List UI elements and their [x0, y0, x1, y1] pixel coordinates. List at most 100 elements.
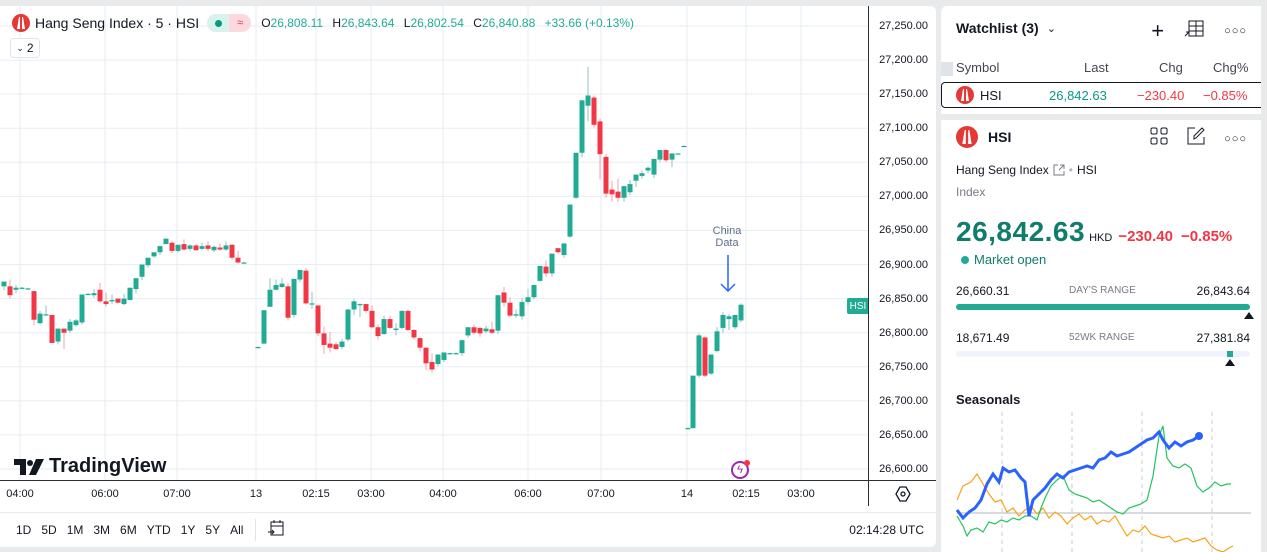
column-chg[interactable]: Chg [1159, 60, 1183, 75]
52wk-range-high: 27,381.84 [1196, 331, 1250, 345]
price-change: −230.40 [1118, 228, 1173, 245]
watchlist-row[interactable]: HSI 26,842.63 −230.40 −0.85% [941, 82, 1261, 108]
chevron-down-icon: ⌄ [1046, 22, 1056, 35]
edit-button[interactable] [1186, 126, 1206, 151]
grid-icon [1150, 127, 1168, 145]
divider [255, 519, 257, 541]
days-range-bar [956, 304, 1250, 310]
candlestick-chart[interactable] [0, 6, 868, 480]
more-options-button[interactable]: ○○○ [1224, 25, 1247, 37]
calendar-goto-icon [268, 519, 284, 535]
price-tick: 26,900.00 [879, 258, 928, 271]
price-tick: 27,150.00 [879, 88, 928, 101]
status-dot-icon [961, 255, 969, 264]
chart-plot-area[interactable]: Hang Seng Index · 5 · HSI ≈ O26,808.11 H… [0, 6, 869, 480]
full-name-link[interactable]: Hang Seng Index [956, 163, 1049, 177]
chevron-down-icon: ⌄ [16, 42, 24, 53]
tradingview-logo[interactable]: TradingView [14, 455, 166, 478]
52wk-range-low: 18,671.49 [956, 331, 1010, 345]
chart-settings-button[interactable] [868, 480, 936, 506]
symbol-header: HSI [956, 126, 1011, 148]
symbol-name[interactable]: HSI [988, 129, 1012, 145]
price-tick: 27,000.00 [879, 190, 928, 203]
open-value: 26,808.11 [270, 16, 324, 30]
range-button-3m[interactable]: 3M [93, 523, 111, 537]
time-tick: 03:00 [787, 488, 815, 500]
advanced-view-button[interactable] [1184, 20, 1204, 43]
last-price: 26,842.63 [956, 216, 1086, 247]
column-chg-pct[interactable]: Chg% [1213, 60, 1249, 75]
52wk-range-label: 52WK RANGE [1069, 332, 1135, 343]
price-tick: 26,850.00 [879, 292, 928, 305]
market-status[interactable]: Market open [961, 252, 1046, 267]
price-tick: 26,700.00 [879, 394, 928, 407]
add-symbol-button[interactable]: + [1151, 18, 1165, 43]
bottom-toolbar: 1D 5D 1M 3M 6M YTD 1Y 5Y All 02:14:28 UTC [0, 512, 936, 547]
time-tick: 04:00 [6, 488, 34, 500]
market-open-dot-icon [207, 14, 230, 32]
range-button-1m[interactable]: 1M [66, 523, 84, 537]
range-button-all[interactable]: All [230, 523, 244, 537]
seasonals-title[interactable]: Seasonals [956, 392, 1021, 407]
scroll-indicator [941, 62, 953, 76]
right-sidebar: Watchlist (3) ⌄ + ○○○ Symbol Last Chg Ch… [941, 6, 1261, 552]
price-axis[interactable]: 27,250.00 27,200.00 27,150.00 27,100.00 27,0… [868, 6, 936, 480]
range-button-1y[interactable]: 1Y [180, 523, 196, 537]
column-last[interactable]: Last [1084, 60, 1109, 75]
range-button-6m[interactable]: 6M [120, 523, 137, 537]
price-tick: 26,650.00 [879, 428, 928, 441]
time-tick: 04:00 [429, 488, 457, 500]
more-options-button[interactable]: ○○○ [1224, 132, 1247, 145]
row-chg: −230.40 [1137, 88, 1185, 103]
collapse-indicators-button[interactable]: ⌄ 2 [10, 38, 40, 58]
pencil-icon [1187, 127, 1205, 145]
exchange-name: HSI [1076, 163, 1097, 177]
time-tick: 06:00 [91, 488, 119, 500]
price-display: 26,842.63 HKD −230.40 −0.85% [956, 216, 1240, 248]
table-icon [1184, 20, 1204, 36]
price-change-pct: −0.85% [1180, 228, 1233, 245]
close-value: 26,840.88 [481, 16, 536, 30]
row-chg-pct: −0.85% [1203, 88, 1248, 103]
gear-icon [894, 485, 911, 502]
events-icon[interactable]: ϟ [731, 460, 750, 479]
row-last: 26,842.63 [1049, 88, 1107, 103]
range-button-1d[interactable]: 1D [16, 523, 32, 537]
days-range-label: DAY'S RANGE [1069, 285, 1136, 296]
price-tick: 27,100.00 [879, 122, 928, 135]
price-tag: HSI [847, 298, 869, 314]
price-tick: 26,750.00 [879, 360, 928, 373]
change-value: +33.66 (+0.13%) [544, 16, 635, 30]
time-axis[interactable]: 04:00 06:00 07:00 13 02:15 03:00 04:00 06:00 07:… [0, 480, 868, 506]
time-tick: 07:00 [163, 488, 191, 500]
go-to-date-button[interactable] [266, 518, 286, 543]
column-symbol[interactable]: Symbol [956, 60, 1000, 75]
hsi-logo-icon [12, 14, 30, 32]
days-range-marker-icon [1244, 312, 1254, 319]
high-value: 26,843.64 [341, 16, 395, 30]
price-tick: 26,800.00 [879, 326, 928, 339]
symbol-full-name: Hang Seng Index • HSI [956, 163, 1097, 177]
hsi-logo-icon [956, 126, 978, 148]
chart-title[interactable]: Hang Seng Index · 5 · HSI [35, 15, 200, 31]
watchlist-actions: + ○○○ [1151, 18, 1247, 44]
china-data-annotation[interactable]: China Data [712, 225, 742, 249]
time-tick: 02:15 [302, 488, 330, 500]
range-button-5y[interactable]: 5Y [205, 523, 221, 537]
status-pill[interactable]: ≈ [207, 14, 252, 32]
time-tick: 06:00 [514, 488, 542, 500]
watchlist-title[interactable]: Watchlist (3) ⌄ [956, 20, 1056, 36]
time-tick: 03:00 [357, 488, 385, 500]
tradingview-logo-icon [14, 458, 44, 475]
days-range-low: 26,660.31 [956, 284, 1010, 298]
external-link-icon[interactable] [1053, 164, 1065, 176]
time-tick: 07:00 [587, 488, 615, 500]
layout-button[interactable] [1150, 127, 1168, 150]
time-tick: 02:15 [732, 488, 760, 500]
range-button-ytd[interactable]: YTD [146, 523, 171, 537]
ohlc-values: O26,808.11 H26,843.64 L26,802.54 C26,840… [261, 16, 635, 30]
currency: HKD [1089, 232, 1113, 244]
clock-timezone[interactable]: 02:14:28 UTC [849, 523, 924, 537]
seasonals-chart[interactable] [941, 412, 1261, 552]
range-button-5d[interactable]: 5D [41, 523, 57, 537]
